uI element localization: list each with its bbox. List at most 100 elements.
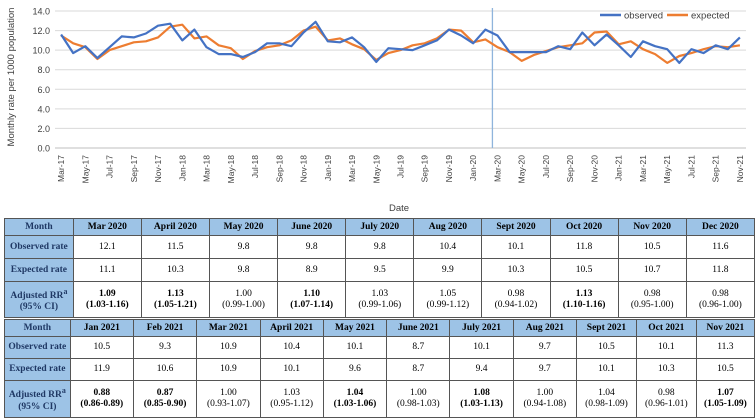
table-cell: 10.3 (635, 358, 697, 381)
rr-ci: (1.05-1.21) (154, 299, 197, 310)
rr-cell: 1.03 (0.99-1.06) (345, 281, 415, 318)
table-cell: 8.9 (277, 258, 347, 282)
table-cell: 10.5 (695, 358, 755, 381)
x-tick-label: Sep-17 (129, 155, 139, 183)
x-tick-label: Sep-18 (274, 155, 284, 183)
rr-ci: (0.99-1.00) (222, 299, 265, 310)
expected-label: Expected rate (4, 258, 74, 282)
rr-value: 1.00 (235, 288, 252, 299)
table-cell: 10.4 (413, 235, 483, 259)
rr-cell: 0.87 (0.85-0.90) (132, 380, 198, 418)
col-header: Sept 2020 (481, 218, 551, 236)
rr-cell: 0.88 (0.86-0.89) (69, 380, 134, 418)
rr-value: 1.00 (409, 388, 427, 398)
x-tick-label: Jan-19 (323, 155, 333, 181)
table-cell: 10.5 (576, 336, 637, 359)
table-cell: 9.5 (345, 258, 415, 282)
x-tick-label: Jul-19 (396, 155, 406, 178)
table-cell: 9.7 (512, 336, 578, 359)
series-line-observed (60, 20, 741, 65)
col-header: Oct 2020 (549, 218, 619, 236)
col-header: April 2020 (140, 218, 210, 236)
observed-label: Observed rate (4, 336, 71, 359)
x-tick-label: Nov-19 (444, 155, 454, 183)
x-tick-label: Sep-21 (711, 155, 721, 183)
rr-value: 1.03 (283, 388, 300, 398)
table-cell: 10.1 (576, 358, 637, 381)
rr-ci: (0.99-1.06) (358, 299, 402, 310)
table-header-row: Month Mar 2020 April 2020 May 2020 June … (4, 218, 755, 236)
col-header: Jan 2021 (69, 319, 134, 337)
rr-cell: 1.00 (0.93-1.07) (196, 380, 261, 418)
x-tick-label: Nov-18 (299, 155, 309, 183)
x-tick-label: Sep-19 (420, 155, 430, 183)
rr-ci: (0.94-1.02) (494, 299, 538, 310)
rr-value: 1.13 (167, 288, 184, 299)
rr-cell: 1.03 (0.95-1.12) (259, 380, 324, 418)
table-2021: Month Jan 2021 Feb 2021 Mar 2021 April 2… (4, 319, 755, 418)
rr-value: 0.88 (93, 388, 111, 398)
rr-cell: 0.98 (0.96-1.00) (685, 281, 755, 318)
rr-value: 1.00 (536, 388, 554, 398)
rr-label-text: Adjusted RR (10, 291, 64, 302)
rr-value: 0.87 (156, 388, 174, 398)
rr-value: 1.09 (99, 288, 116, 299)
y-axis-label: Monthly rate per 1000 population (6, 8, 17, 147)
y-tick-label: 14.0 (32, 7, 50, 17)
y-axis-ticks: 0.0 2.0 4.0 6.0 8.0 10.0 12.0 14.0 (32, 7, 50, 154)
x-tick-label: Jul-21 (686, 155, 696, 178)
y-tick-label: 2.0 (37, 124, 50, 134)
table-cell: 10.9 (196, 336, 261, 359)
observed-row: Observed rate 10.5 9.3 10.9 10.4 10.1 8.… (4, 336, 755, 359)
x-tick-label: Jan-20 (468, 155, 478, 181)
table-cell: 9.8 (345, 235, 415, 259)
table-cell: 10.1 (635, 336, 697, 359)
x-tick-label: Mar-19 (347, 155, 357, 182)
table-cell: 10.1 (449, 336, 514, 359)
rr-cell: 1.04 (1.03-1.06) (322, 380, 388, 418)
x-tick-label: May-20 (517, 155, 527, 184)
x-tick-label: May-17 (80, 155, 90, 184)
table-cell: 12.1 (72, 235, 142, 259)
rr-value: 1.13 (575, 288, 593, 299)
rr-cell: 0.98 (0.95-1.00) (617, 281, 687, 318)
table-cell: 10.5 (617, 235, 687, 259)
rr-ci: (0.95-1.12) (270, 399, 314, 409)
rr-cell: 1.10 (1.07-1.14) (277, 281, 347, 318)
rr-ci: (0.85-0.90) (143, 399, 187, 409)
x-tick-label: May-19 (371, 155, 381, 184)
rr-cell: 1.13 (1.10-1.16) (549, 281, 619, 318)
table-cell: 11.8 (549, 235, 619, 259)
legend: observed expected (600, 11, 730, 22)
col-header: Nov 2021 (695, 319, 755, 337)
rr-cell: 1.07 (1.05-1.09) (695, 380, 755, 418)
rr-cell: 0.98 (0.94-1.02) (481, 281, 551, 318)
table-cell: 10.5 (69, 336, 134, 359)
table-cell: 9.8 (208, 258, 279, 282)
rr-cell: 1.09 (1.03-1.16) (72, 281, 142, 318)
table-cell: 11.5 (140, 235, 210, 259)
rr-ci: (0.96-1.00) (699, 299, 742, 310)
col-header: June 2020 (277, 218, 347, 236)
rr-cell: 1.00 (0.94-1.08) (512, 380, 578, 418)
rr-label-ci: (95% CI) (18, 401, 57, 412)
col-header: July 2021 (449, 319, 514, 337)
legend-expected: expected (691, 11, 730, 22)
col-header: April 2021 (259, 319, 324, 337)
col-header: Feb 2021 (132, 319, 198, 337)
rr-ci: (0.98-1.09) (585, 399, 628, 409)
rr-value: 1.03 (371, 288, 389, 299)
rr-value: 1.08 (473, 388, 490, 398)
series-lines (60, 20, 741, 65)
expected-row: Expected rate 11.9 10.6 10.9 10.1 9.6 8.… (4, 358, 755, 381)
rr-value: 1.00 (220, 388, 237, 398)
x-tick-label: Nov-20 (589, 155, 599, 183)
x-tick-label: Mar-18 (202, 155, 212, 182)
col-header: Mar 2020 (72, 218, 142, 236)
observed-row: Observed rate 12.1 11.5 9.8 9.8 9.8 10.4… (4, 235, 755, 259)
y-tick-label: 4.0 (37, 104, 50, 114)
rr-ci: (1.03-1.16) (85, 299, 129, 310)
rr-ci: (1.03-1.06) (333, 399, 377, 409)
rr-value: 0.98 (507, 288, 525, 299)
col-header: Dec 2020 (685, 218, 755, 236)
